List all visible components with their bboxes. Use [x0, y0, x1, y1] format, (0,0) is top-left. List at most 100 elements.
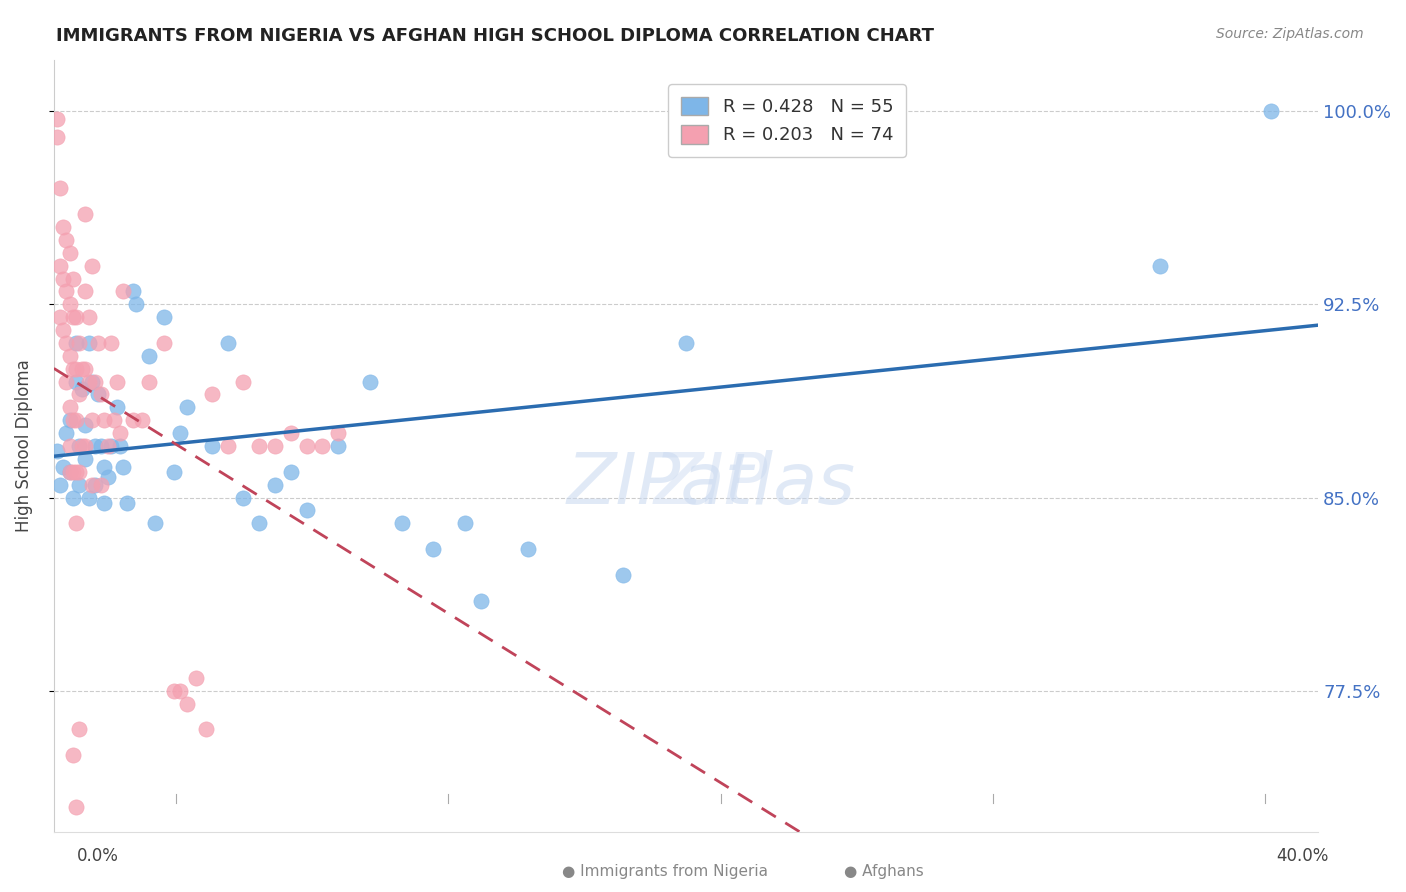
Point — [80, 375, 103, 389]
Point — [62, 413, 84, 427]
Point — [90, 387, 112, 401]
Point — [84, 439, 107, 453]
Point — [121, 285, 143, 299]
Point — [49, 181, 72, 195]
Point — [55, 285, 77, 299]
Point — [65, 361, 87, 376]
Point — [65, 465, 87, 479]
Point — [65, 516, 87, 531]
Point — [105, 401, 128, 415]
Point — [93, 459, 115, 474]
Point — [163, 683, 186, 698]
Point — [55, 335, 77, 350]
Point — [90, 477, 112, 491]
Point — [280, 465, 302, 479]
Point — [62, 310, 84, 325]
Text: ZIP: ZIP — [654, 450, 769, 519]
Point — [65, 413, 87, 427]
Point — [612, 567, 634, 582]
Point — [59, 349, 82, 363]
Point — [84, 477, 107, 491]
Point — [67, 387, 90, 401]
Point — [46, 129, 69, 144]
Point — [62, 465, 84, 479]
Point — [59, 439, 82, 453]
Point — [201, 387, 224, 401]
Text: 0.0%: 0.0% — [77, 847, 120, 865]
Point — [52, 323, 75, 337]
Point — [131, 413, 153, 427]
Point — [80, 259, 103, 273]
Point — [59, 245, 82, 260]
Point — [217, 439, 239, 453]
Point — [184, 671, 207, 685]
Point — [675, 335, 697, 350]
Point — [62, 748, 84, 763]
Text: ZIPatlas: ZIPatlas — [567, 450, 856, 519]
Point — [75, 207, 97, 221]
Point — [100, 439, 122, 453]
Point — [65, 375, 87, 389]
Point — [247, 439, 270, 453]
Point — [328, 426, 350, 441]
Point — [62, 271, 84, 285]
Point — [80, 477, 103, 491]
Point — [391, 516, 413, 531]
Point — [121, 413, 143, 427]
Point — [77, 491, 100, 505]
Point — [232, 491, 254, 505]
Point — [77, 375, 100, 389]
Point — [67, 465, 90, 479]
Point — [75, 285, 97, 299]
Legend: R = 0.428   N = 55, R = 0.203   N = 74: R = 0.428 N = 55, R = 0.203 N = 74 — [668, 84, 905, 157]
Point — [138, 349, 160, 363]
Point — [59, 465, 82, 479]
Point — [97, 439, 120, 453]
Point — [359, 375, 381, 389]
Point — [52, 459, 75, 474]
Point — [295, 503, 318, 517]
Point — [470, 593, 492, 607]
Point — [1260, 104, 1282, 119]
Point — [516, 542, 538, 557]
Point — [72, 382, 94, 396]
Point — [103, 413, 125, 427]
Point — [105, 375, 128, 389]
Point — [163, 465, 186, 479]
Point — [422, 542, 444, 557]
Point — [112, 459, 135, 474]
Point — [280, 426, 302, 441]
Point — [295, 439, 318, 453]
Point — [72, 439, 94, 453]
Point — [62, 491, 84, 505]
Point — [153, 310, 176, 325]
Point — [176, 697, 198, 711]
Point — [100, 335, 122, 350]
Text: 40.0%: 40.0% — [1277, 847, 1329, 865]
Point — [311, 439, 333, 453]
Point — [328, 439, 350, 453]
Point — [55, 375, 77, 389]
Point — [67, 477, 90, 491]
Point — [1149, 259, 1171, 273]
Point — [112, 285, 135, 299]
Point — [49, 477, 72, 491]
Point — [87, 335, 110, 350]
Point — [169, 683, 191, 698]
Point — [247, 516, 270, 531]
Point — [217, 335, 239, 350]
Point — [84, 375, 107, 389]
Point — [138, 375, 160, 389]
Point — [75, 361, 97, 376]
Y-axis label: High School Diploma: High School Diploma — [15, 359, 32, 533]
Point — [143, 516, 166, 531]
Point — [75, 418, 97, 433]
Point — [65, 799, 87, 814]
Point — [153, 335, 176, 350]
Point — [232, 375, 254, 389]
Point — [87, 387, 110, 401]
Point — [176, 401, 198, 415]
Point — [72, 361, 94, 376]
Point — [90, 439, 112, 453]
Point — [169, 426, 191, 441]
